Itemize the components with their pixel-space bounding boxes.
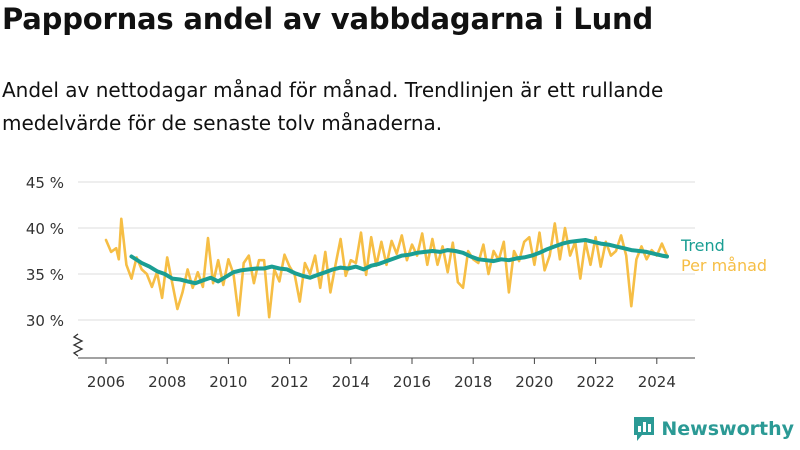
gridlines <box>78 181 695 321</box>
monthly-series-line <box>104 217 669 319</box>
x-tick-label: 2010 <box>209 373 247 391</box>
x-tick-label: 2018 <box>454 373 492 391</box>
y-tick-label: 40 % <box>26 220 64 238</box>
x-tick-label: 2024 <box>638 373 676 391</box>
y-tick-label: 30 % <box>26 312 64 330</box>
y-tick-label: 45 % <box>26 174 64 192</box>
x-tick-label: 2020 <box>515 373 553 391</box>
x-tick-label: 2006 <box>87 373 125 391</box>
newsworthy-logo-icon <box>634 417 655 441</box>
x-tick-label: 2022 <box>577 373 615 391</box>
chart-subtitle: Andel av nettodagar månad för månad. Tre… <box>2 78 664 135</box>
x-tick-label: 2012 <box>271 373 309 391</box>
x-tick-label: 2014 <box>332 373 370 391</box>
series-lines <box>104 217 669 319</box>
chart-title: Pappornas andel av vabbdagarna i Lund <box>2 2 654 36</box>
newsworthy-logo: Newsworthy <box>633 412 794 446</box>
x-tick-label: 2016 <box>393 373 431 391</box>
y-axis-ticks: 30 % 35 % 40 % 45 % <box>26 174 64 330</box>
y-tick-label: 35 % <box>26 266 64 284</box>
brand-name: Newsworthy <box>661 418 794 440</box>
x-tick-label: 2008 <box>148 373 186 391</box>
x-axis: 2006 2008 2010 2012 2014 2016 2018 2020 2022 2024 <box>72 333 695 391</box>
legend-monthly: Per månad <box>681 256 767 275</box>
axis-break-icon <box>72 333 84 357</box>
trend-series-line <box>129 238 669 286</box>
legend-trend: Trend <box>680 236 725 255</box>
